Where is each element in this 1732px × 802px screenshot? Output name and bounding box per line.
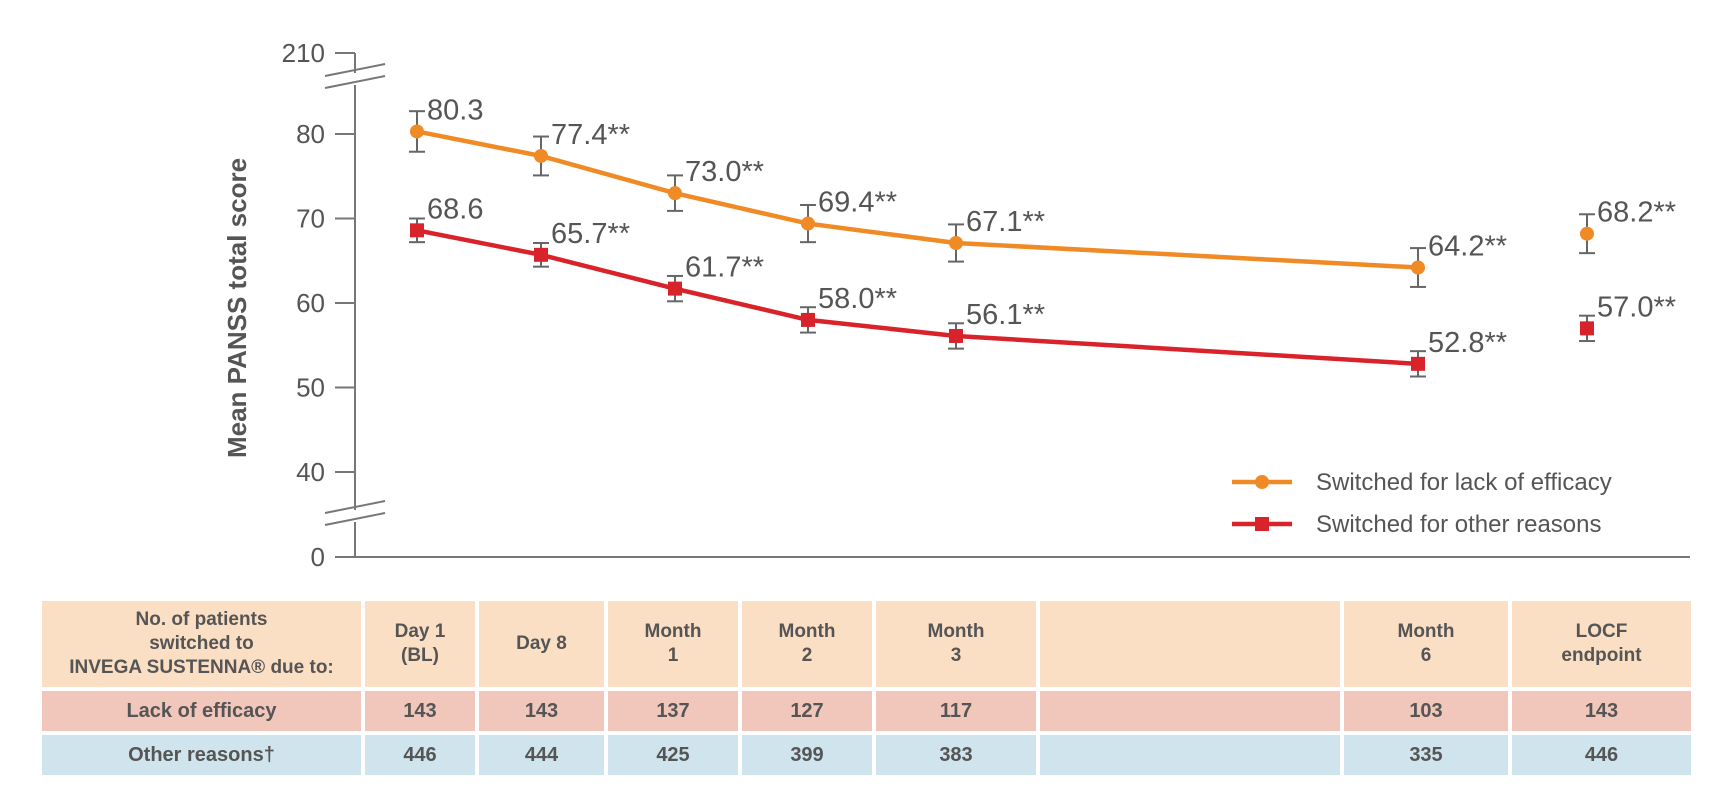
y-tick-label: 60 [296,288,325,318]
data-label: 77.4** [551,119,630,151]
series-layer: 80.3 77.4** 73.0** 69.4** 67.1** 64.2** 68.2**… [409,94,1676,378]
table-cell: 117 [876,691,1036,731]
data-point [1580,321,1594,336]
data-label: 68.2** [1597,197,1676,229]
table-column-header: Month 1 [608,601,738,687]
legend-label: Switched for lack of efficacy [1316,469,1612,496]
data-label: 67.1** [966,206,1045,238]
table-cell: 383 [876,735,1036,775]
data-label: 61.7** [685,252,764,284]
axis-break-mark [324,75,386,89]
data-point [801,312,815,327]
table-row-lack-of-efficacy: Lack of efficacy 143 143 137 127 117 103… [42,691,1691,731]
table-row-label: Other reasons† [42,735,361,775]
series-line [416,129,1419,270]
table-cell-blank [1040,735,1340,775]
patient-count-table: No. of patients switched to INVEGA SUSTE… [38,597,1695,779]
data-point [668,281,682,296]
table-cell-blank [1040,691,1340,731]
data-label: 80.3 [427,94,483,126]
data-label: 64.2** [1428,231,1507,263]
data-label: 69.4** [818,187,897,219]
axis-break-mark [324,63,386,77]
axis-break-mark [324,500,386,514]
table-column-header: LOCF endpoint [1512,601,1691,687]
table-row-other-reasons: Other reasons† 446 444 425 399 383 335 4… [42,735,1691,775]
table-column-header: Day 8 [479,601,604,687]
y-tick-label: 80 [296,119,325,149]
table-cell: 446 [1512,735,1691,775]
data-point [410,124,424,139]
table-header-label: No. of patients switched to INVEGA SUSTE… [42,601,361,687]
data-label: 58.0** [818,283,897,315]
data-point [534,247,548,262]
series-0: 80.3 77.4** 73.0** 69.4** 67.1** 64.2** 68.2** [409,94,1676,288]
legend: Switched for lack of efficacy Switched fo… [1232,469,1612,538]
table-cell: 425 [608,735,738,775]
data-label: 56.1** [966,299,1045,331]
y-tick-label: 40 [296,457,325,487]
table-cell: 143 [1512,691,1691,731]
data-label: 68.6 [427,193,483,225]
table-cell: 143 [365,691,475,731]
data-label: 57.0** [1597,291,1676,323]
y-tick-label: 50 [296,373,325,403]
data-point [949,328,963,343]
table-column-header: Day 1 (BL) [365,601,475,687]
series-1: 68.6 65.7** 61.7** 58.0** 56.1** 52.8** 57.0** [409,193,1676,378]
legend-marker [1255,475,1269,489]
data-point [1411,356,1425,371]
data-point [410,223,424,238]
table-cell: 103 [1344,691,1508,731]
y-tick-label: 0 [311,542,325,572]
table-column-header: Month 6 [1344,601,1508,687]
data-point [1411,260,1425,275]
series-line [416,228,1419,367]
legend-label: Switched for other reasons [1316,511,1601,538]
data-label: 52.8** [1428,327,1507,359]
y-tick-label: 210 [282,38,325,68]
data-label: 65.7** [551,218,630,250]
table-cell: 127 [742,691,872,731]
table-cell: 446 [365,735,475,775]
y-tick-label: 70 [296,204,325,234]
data-point [534,148,548,163]
axis-break-mark [324,512,386,526]
table-cell: 335 [1344,735,1508,775]
table-cell: 399 [742,735,872,775]
data-label: 73.0** [685,156,764,188]
legend-marker [1255,517,1269,531]
table-row-label: Lack of efficacy [42,691,361,731]
data-point [1580,226,1594,241]
y-axis: 0 40 50 60 70 80 210 [282,38,1690,572]
table-column-header: Month 2 [742,601,872,687]
table-column-header: Month 3 [876,601,1036,687]
panss-line-chart: Mean PANSS total score 0 40 50 60 70 80 210 80… [222,38,1690,572]
data-point [668,186,682,201]
table-cell: 143 [479,691,604,731]
y-axis-title: Mean PANSS total score [222,158,252,458]
table-cell: 444 [479,735,604,775]
table-column-header-blank [1040,601,1340,687]
table-cell: 137 [608,691,738,731]
data-point [949,236,963,251]
data-point [801,216,815,231]
table-header-row: No. of patients switched to INVEGA SUSTE… [42,601,1691,687]
